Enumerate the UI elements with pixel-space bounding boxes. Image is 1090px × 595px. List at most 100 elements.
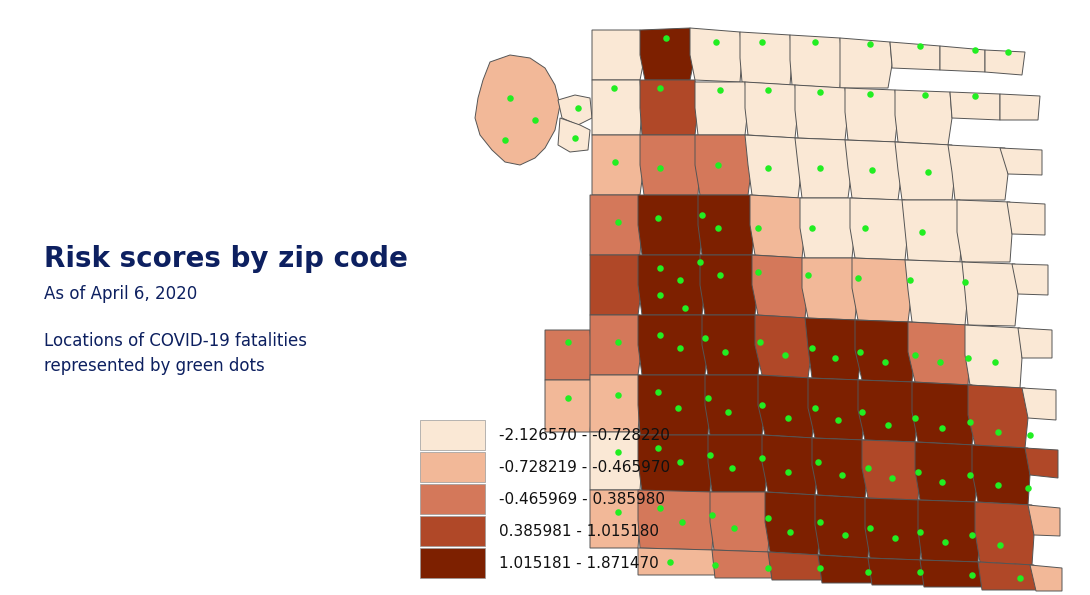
Point (861, 523, 879, 533)
Point (990, 480, 1007, 490)
Polygon shape (795, 138, 852, 198)
Polygon shape (592, 135, 644, 195)
Polygon shape (638, 255, 705, 315)
Bar (420, 516, 485, 546)
Polygon shape (895, 90, 952, 145)
Point (652, 83, 669, 93)
Polygon shape (855, 320, 915, 382)
Polygon shape (948, 145, 1008, 200)
Polygon shape (845, 140, 903, 200)
Point (501, 93, 519, 103)
Polygon shape (698, 195, 755, 255)
Point (605, 83, 622, 93)
Polygon shape (638, 375, 710, 435)
Polygon shape (1018, 328, 1052, 358)
Polygon shape (638, 548, 715, 575)
Point (917, 90, 934, 100)
Polygon shape (592, 30, 645, 80)
Point (1000, 47, 1017, 57)
Text: -0.728219 - -0.465970: -0.728219 - -0.465970 (499, 459, 670, 474)
Point (650, 213, 667, 223)
Polygon shape (950, 92, 1000, 120)
Polygon shape (912, 382, 974, 445)
Point (811, 563, 828, 573)
Point (833, 470, 850, 480)
Point (657, 33, 675, 43)
Polygon shape (752, 255, 808, 318)
Polygon shape (903, 200, 962, 262)
Point (712, 85, 729, 95)
Polygon shape (812, 438, 868, 498)
Polygon shape (590, 490, 640, 548)
Polygon shape (978, 562, 1036, 590)
Polygon shape (918, 500, 980, 562)
Point (911, 527, 929, 537)
Polygon shape (710, 492, 770, 552)
Point (933, 423, 950, 433)
Text: 0.385981 - 1.015180: 0.385981 - 1.015180 (499, 524, 659, 538)
Polygon shape (940, 46, 985, 72)
Polygon shape (840, 38, 892, 88)
Polygon shape (702, 315, 762, 375)
Polygon shape (1030, 565, 1062, 591)
Point (811, 517, 828, 527)
Point (991, 540, 1008, 550)
Polygon shape (640, 28, 695, 80)
Polygon shape (545, 330, 592, 380)
Polygon shape (1012, 264, 1047, 295)
Point (807, 37, 824, 47)
Polygon shape (962, 262, 1018, 326)
Point (880, 420, 897, 430)
Point (933, 477, 950, 487)
Polygon shape (762, 435, 818, 495)
Polygon shape (972, 445, 1030, 505)
Point (703, 511, 720, 520)
Point (807, 403, 824, 413)
Point (662, 558, 679, 567)
Point (776, 350, 794, 360)
Polygon shape (590, 315, 642, 375)
Point (693, 210, 711, 220)
Point (760, 563, 777, 573)
Polygon shape (712, 550, 772, 578)
Point (836, 530, 853, 540)
Point (671, 343, 689, 353)
Point (911, 567, 929, 577)
Point (559, 393, 577, 403)
Point (931, 357, 948, 367)
Point (606, 157, 623, 167)
Polygon shape (806, 318, 862, 380)
Bar (420, 420, 485, 450)
Polygon shape (755, 315, 812, 378)
Bar (420, 452, 485, 482)
Point (707, 37, 725, 47)
Polygon shape (744, 135, 802, 198)
Polygon shape (908, 322, 970, 385)
Text: -2.126570 - -0.728220: -2.126570 - -0.728220 (499, 427, 670, 443)
Point (857, 223, 874, 233)
Polygon shape (1022, 388, 1056, 420)
Polygon shape (590, 195, 642, 255)
Polygon shape (638, 490, 714, 550)
Point (883, 473, 900, 483)
Polygon shape (638, 195, 702, 255)
Point (760, 163, 777, 173)
Point (712, 270, 729, 280)
Point (753, 37, 771, 47)
Point (652, 163, 669, 173)
Polygon shape (640, 80, 698, 135)
Point (753, 400, 771, 410)
Point (913, 227, 931, 237)
Polygon shape (695, 82, 748, 135)
Point (724, 464, 741, 473)
Polygon shape (808, 378, 865, 440)
Point (863, 165, 881, 175)
Point (652, 263, 669, 273)
Point (496, 135, 513, 145)
Polygon shape (740, 32, 792, 85)
Point (826, 353, 844, 363)
Polygon shape (700, 255, 758, 315)
Polygon shape (865, 498, 922, 560)
Point (671, 457, 689, 466)
Polygon shape (1007, 202, 1045, 235)
